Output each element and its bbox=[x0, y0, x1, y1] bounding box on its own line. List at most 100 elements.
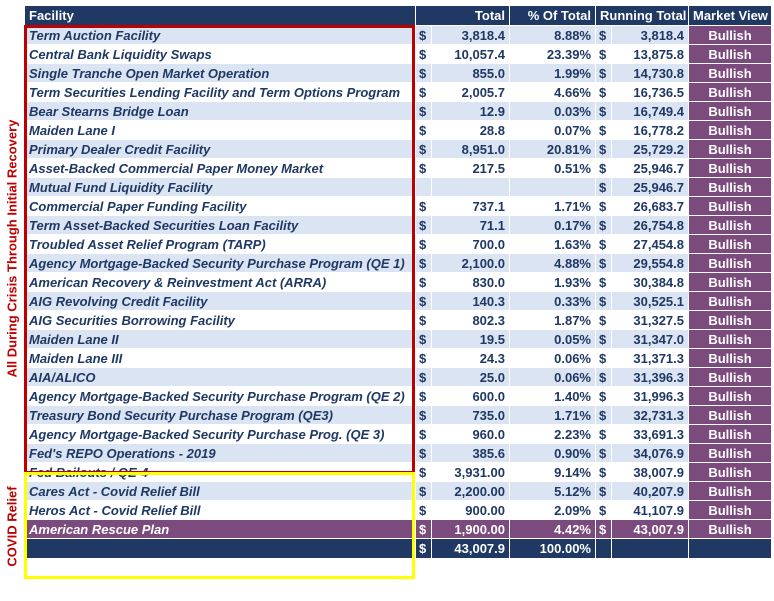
facility-cell: Cares Act - Covid Relief Bill bbox=[24, 481, 416, 501]
facility-cell: Asset-Backed Commercial Paper Money Mark… bbox=[24, 158, 416, 178]
facility-cell: Fed Bailouts / QE-4 bbox=[24, 462, 416, 482]
total-cell: 960.0 bbox=[431, 424, 510, 444]
facility-cell: Troubled Asset Relief Program (TARP) bbox=[24, 234, 416, 254]
crisis-group-label-text: All During Crisis Through Initial Recove… bbox=[4, 119, 20, 377]
running-total-cell: 38,007.9 bbox=[611, 462, 689, 482]
running-currency-cell: $ bbox=[595, 44, 612, 64]
running-currency-cell: $ bbox=[595, 386, 612, 406]
pct-of-total-cell: 1.99% bbox=[509, 63, 596, 83]
running-currency-cell: $ bbox=[595, 367, 612, 387]
pct-of-total-cell: 8.88% bbox=[509, 25, 596, 45]
running-total-cell: 33,691.3 bbox=[611, 424, 689, 444]
running-total-cell: 31,371.3 bbox=[611, 348, 689, 368]
running-total-cell: 43,007.9 bbox=[611, 519, 689, 539]
running-total-cell: 29,554.8 bbox=[611, 253, 689, 273]
running-total-cell: 27,454.8 bbox=[611, 234, 689, 254]
total-currency-cell: $ bbox=[415, 329, 432, 349]
running-total-cell: 25,946.7 bbox=[611, 177, 689, 197]
running-currency-cell: $ bbox=[595, 196, 612, 216]
pct-of-total-cell: 0.33% bbox=[509, 291, 596, 311]
running-total-cell: 31,996.3 bbox=[611, 386, 689, 406]
table-row: Mutual Fund Liquidity Facility $25,946.7 B… bbox=[24, 177, 772, 197]
facility-cell: Maiden Lane II bbox=[24, 329, 416, 349]
facility-cell: Commercial Paper Funding Facility bbox=[24, 196, 416, 216]
total-currency-cell: $ bbox=[415, 291, 432, 311]
running-currency-cell: $ bbox=[595, 63, 612, 83]
total-cell: 2,005.7 bbox=[431, 82, 510, 102]
market-view-cell: Bullish bbox=[688, 177, 772, 197]
pct-of-total-cell: 1.71% bbox=[509, 405, 596, 425]
table-row: American Rescue Plan $1,900.00 4.42% $43,00… bbox=[24, 519, 772, 539]
covid-group-label-text: COVID Relief bbox=[4, 485, 20, 567]
running-total-cell: 41,107.9 bbox=[611, 500, 689, 520]
table-row: Maiden Lane II $19.5 0.05% $31,347.0 Bullish bbox=[24, 329, 772, 349]
market-view-cell: Bullish bbox=[688, 348, 772, 368]
pct-of-total-cell: 4.66% bbox=[509, 82, 596, 102]
pct-of-total-cell: 2.23% bbox=[509, 424, 596, 444]
pct-of-total-cell: 1.40% bbox=[509, 386, 596, 406]
total-row-label bbox=[24, 538, 416, 559]
running-total-cell: 25,729.2 bbox=[611, 139, 689, 159]
pct-of-total-cell: 1.63% bbox=[509, 234, 596, 254]
running-currency-cell: $ bbox=[595, 139, 612, 159]
market-view-cell: Bullish bbox=[688, 500, 772, 520]
running-currency-cell: $ bbox=[595, 120, 612, 140]
total-cell: 385.6 bbox=[431, 443, 510, 463]
header-total: Total bbox=[415, 5, 510, 26]
total-currency-cell: $ bbox=[415, 519, 432, 539]
facility-cell: American Recovery & Reinvestment Act (AR… bbox=[24, 272, 416, 292]
total-row-blank bbox=[688, 538, 772, 559]
table-row: Troubled Asset Relief Program (TARP) $700… bbox=[24, 234, 772, 254]
market-view-cell: Bullish bbox=[688, 329, 772, 349]
running-currency-cell: $ bbox=[595, 291, 612, 311]
total-currency-cell: $ bbox=[415, 158, 432, 178]
facility-cell: Mutual Fund Liquidity Facility bbox=[24, 177, 416, 197]
total-currency-cell: $ bbox=[415, 367, 432, 387]
total-currency: $ bbox=[415, 538, 432, 559]
total-cell: 19.5 bbox=[431, 329, 510, 349]
total-currency-cell: $ bbox=[415, 405, 432, 425]
covid-group-label: COVID Relief bbox=[0, 474, 24, 578]
table-row: AIG Revolving Credit Facility $140.3 0.33%… bbox=[24, 291, 772, 311]
market-view-cell: Bullish bbox=[688, 82, 772, 102]
table-row: Central Bank Liquidity Swaps $10,057.4 23.… bbox=[24, 44, 772, 64]
total-currency-cell: $ bbox=[415, 253, 432, 273]
table-row: Agency Mortgage-Backed Security Purchase… bbox=[24, 253, 772, 273]
total-cell: 735.0 bbox=[431, 405, 510, 425]
market-view-cell: Bullish bbox=[688, 481, 772, 501]
total-cell: 700.0 bbox=[431, 234, 510, 254]
running-total-cell: 30,384.8 bbox=[611, 272, 689, 292]
total-currency-cell: $ bbox=[415, 215, 432, 235]
pct-of-total-cell bbox=[509, 177, 596, 197]
total-cell: 71.1 bbox=[431, 215, 510, 235]
running-currency-cell: $ bbox=[595, 405, 612, 425]
table-row: Asset-Backed Commercial Paper Money Mark… bbox=[24, 158, 772, 178]
facility-cell: Primary Dealer Credit Facility bbox=[24, 139, 416, 159]
pct-of-total-cell: 0.06% bbox=[509, 367, 596, 387]
running-total-cell: 34,076.9 bbox=[611, 443, 689, 463]
total-currency-cell bbox=[415, 177, 432, 197]
total-currency-cell: $ bbox=[415, 139, 432, 159]
market-view-cell: Bullish bbox=[688, 25, 772, 45]
pct-of-total-cell: 0.51% bbox=[509, 158, 596, 178]
pct-of-total-cell: 2.09% bbox=[509, 500, 596, 520]
grand-total-pct: 100.00% bbox=[509, 538, 596, 559]
total-cell: 600.0 bbox=[431, 386, 510, 406]
table-row: Agency Mortgage-Backed Security Purchase… bbox=[24, 386, 772, 406]
facility-cell: AIG Revolving Credit Facility bbox=[24, 291, 416, 311]
table-row: Commercial Paper Funding Facility $737.1 1… bbox=[24, 196, 772, 216]
table-row: Maiden Lane III $24.3 0.06% $31,371.3 Bullis… bbox=[24, 348, 772, 368]
table-row: Term Securities Lending Facility and Ter… bbox=[24, 82, 772, 102]
market-view-cell: Bullish bbox=[688, 386, 772, 406]
running-currency-cell: $ bbox=[595, 310, 612, 330]
total-currency-cell: $ bbox=[415, 44, 432, 64]
running-currency-cell: $ bbox=[595, 443, 612, 463]
pct-of-total-cell: 1.93% bbox=[509, 272, 596, 292]
facility-cell: Central Bank Liquidity Swaps bbox=[24, 44, 416, 64]
total-currency-cell: $ bbox=[415, 25, 432, 45]
crisis-group-label: All During Crisis Through Initial Recove… bbox=[0, 22, 24, 474]
pct-of-total-cell: 1.87% bbox=[509, 310, 596, 330]
facility-cell: Heros Act - Covid Relief Bill bbox=[24, 500, 416, 520]
total-cell: 3,818.4 bbox=[431, 25, 510, 45]
market-view-cell: Bullish bbox=[688, 158, 772, 178]
